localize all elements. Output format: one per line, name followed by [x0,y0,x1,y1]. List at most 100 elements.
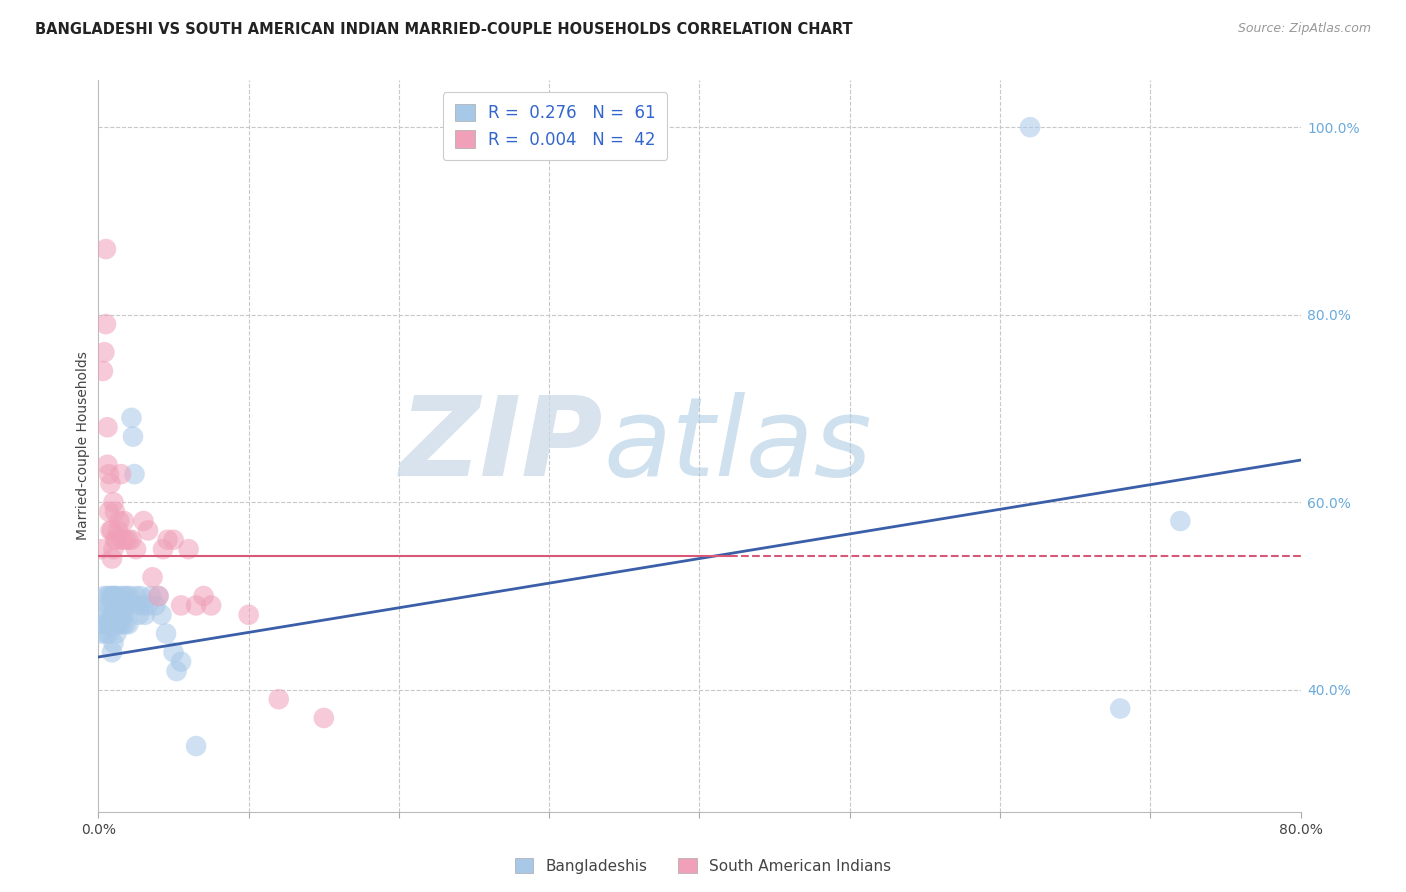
Point [112,514,135,528]
Point [132,599,155,613]
Point [107,524,129,538]
Point [110,589,132,603]
Point [134,607,156,622]
Point [96,589,118,603]
Point [129,589,152,603]
Point [103,542,125,557]
Point [91,607,114,622]
Point [177,542,200,557]
Point [108,599,131,613]
Point [104,505,127,519]
Point [93,345,115,359]
Point [108,514,131,528]
Point [124,467,146,482]
Point [105,533,128,547]
Point [112,589,135,603]
Point [97,599,120,613]
Point [114,533,136,547]
Point [136,524,159,538]
Point [184,739,207,753]
Point [96,617,118,632]
Point [115,589,138,603]
Point [111,617,134,632]
Point [94,607,117,622]
Point [103,495,125,509]
Point [267,692,290,706]
Point [122,429,145,443]
Point [125,542,148,557]
Point [112,607,135,622]
Point [110,467,132,482]
Point [155,626,177,640]
Point [93,617,115,632]
Point [101,645,124,659]
Point [104,607,127,622]
Point [96,420,118,434]
Point [93,589,115,603]
Point [114,599,136,613]
Point [107,599,129,613]
Point [111,599,134,613]
Point [128,607,150,622]
Point [145,599,167,613]
Point [103,589,125,603]
Point [97,505,120,519]
Point [162,533,184,547]
Point [312,711,335,725]
Point [170,599,193,613]
Point [118,589,141,603]
Point [90,626,112,640]
Text: BANGLADESHI VS SOUTH AMERICAN INDIAN MARRIED-COUPLE HOUSEHOLDS CORRELATION CHART: BANGLADESHI VS SOUTH AMERICAN INDIAN MAR… [35,22,853,37]
Point [91,364,114,378]
Point [105,589,128,603]
Point [105,626,128,640]
Point [100,524,122,538]
Point [1109,701,1132,715]
Point [101,524,124,538]
Point [97,626,120,640]
Point [148,589,170,603]
Point [103,636,125,650]
Point [96,458,118,472]
Point [141,570,163,584]
Point [100,589,122,603]
Point [166,664,188,678]
Legend: R =  0.276   N =  61, R =  0.004   N =  42: R = 0.276 N = 61, R = 0.004 N = 42 [443,92,668,161]
Point [1170,514,1192,528]
Point [94,626,117,640]
Point [110,607,132,622]
Point [101,551,124,566]
Point [152,542,174,557]
Text: Source: ZipAtlas.com: Source: ZipAtlas.com [1237,22,1371,36]
Point [100,617,122,632]
Point [170,655,193,669]
Point [94,242,117,256]
Point [103,607,125,622]
Point [136,599,159,613]
Text: ZIP: ZIP [399,392,603,500]
Point [100,476,122,491]
Point [90,542,112,557]
Point [150,607,173,622]
Point [104,533,127,547]
Point [148,589,170,603]
Point [125,589,148,603]
Point [111,533,134,547]
Point [184,599,207,613]
Point [117,533,139,547]
Legend: Bangladeshis, South American Indians: Bangladeshis, South American Indians [509,852,897,880]
Point [101,607,124,622]
Text: atlas: atlas [603,392,872,500]
Point [127,599,149,613]
Point [117,599,139,613]
Point [193,589,215,603]
Point [97,467,120,482]
Point [162,645,184,659]
Point [121,533,143,547]
Point [105,607,128,622]
Point [156,533,179,547]
Point [104,589,127,603]
Point [101,589,124,603]
Point [108,617,131,632]
Point [238,607,260,622]
